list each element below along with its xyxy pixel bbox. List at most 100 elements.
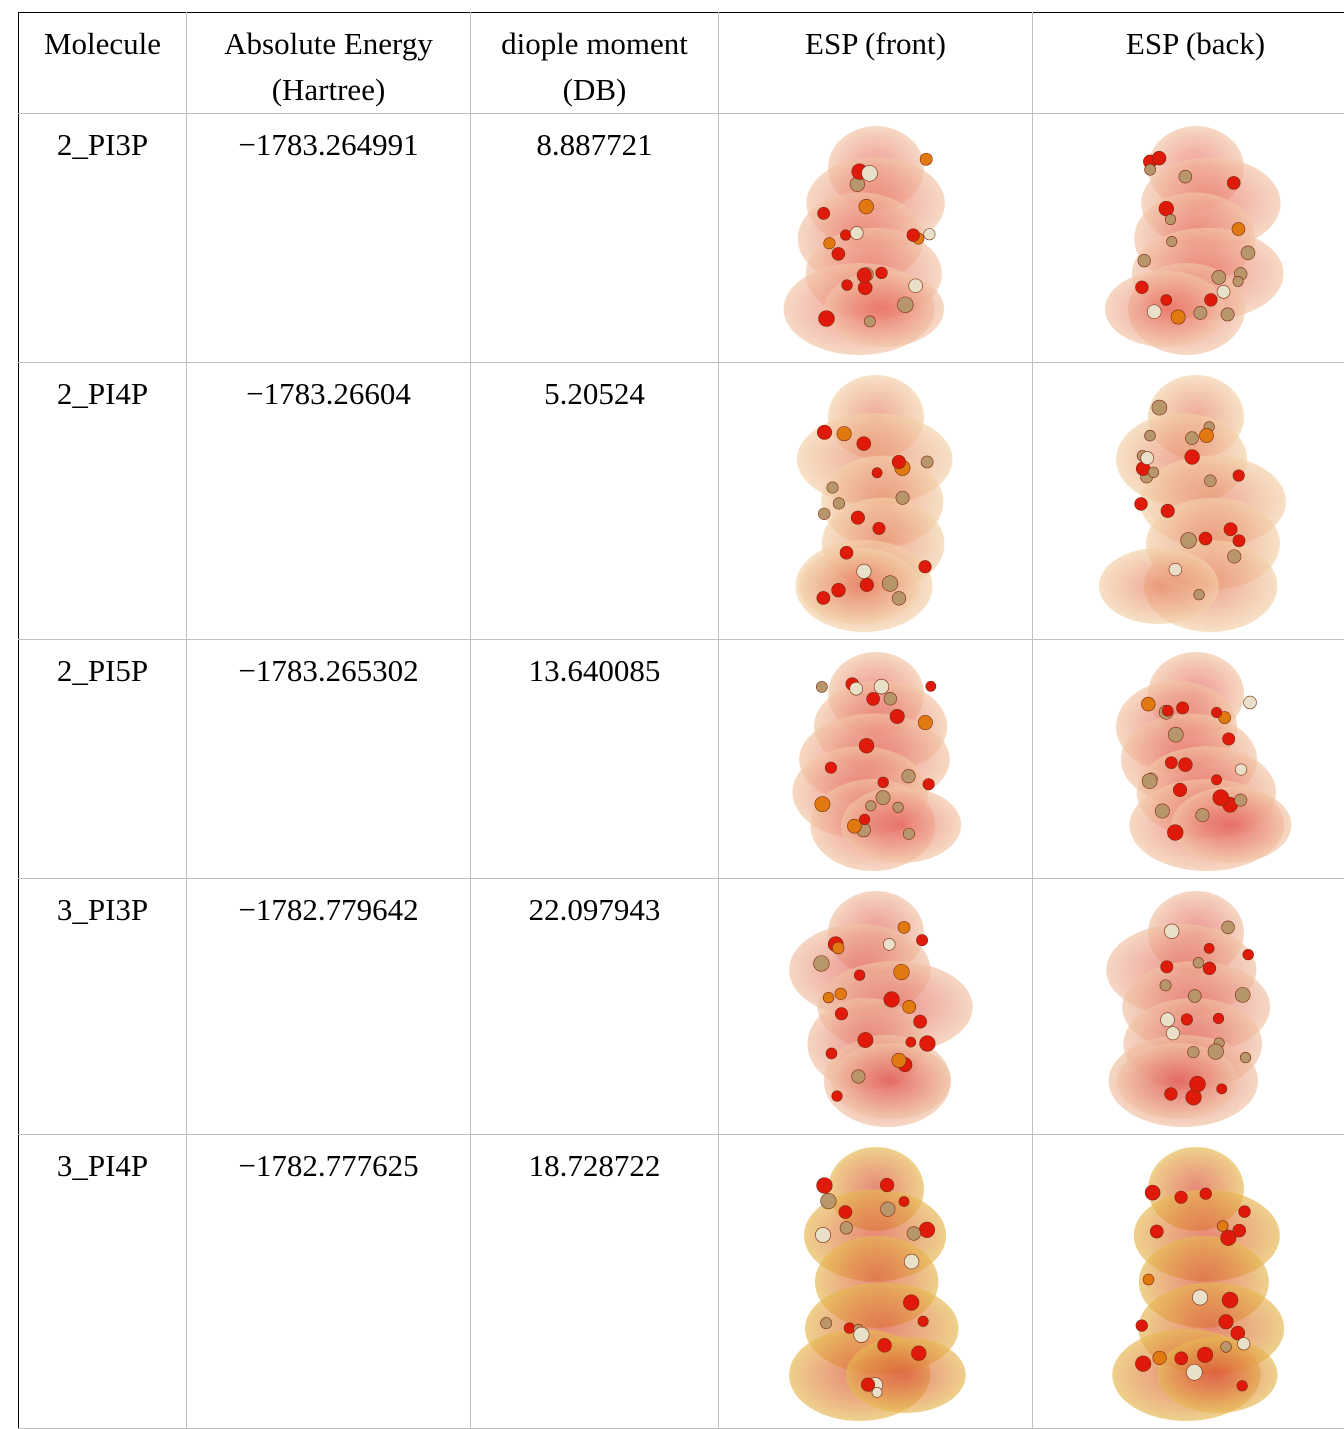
- table-cell: −1783.265302: [187, 640, 471, 879]
- atom: [1195, 809, 1208, 822]
- atom: [813, 956, 829, 972]
- atom: [904, 1254, 919, 1269]
- header-cell: Absolute Energy (Hartree): [187, 13, 471, 114]
- atom: [874, 679, 889, 694]
- atom: [1173, 783, 1186, 796]
- atom: [820, 1318, 831, 1329]
- atom: [1160, 504, 1173, 517]
- atom: [1144, 430, 1155, 441]
- atom: [831, 583, 845, 597]
- atom: [840, 546, 853, 559]
- atom: [893, 964, 909, 980]
- atom: [883, 992, 899, 1008]
- atom: [1142, 774, 1157, 789]
- esp-image: [726, 879, 1026, 1131]
- atom: [1180, 533, 1196, 549]
- atom: [1135, 1356, 1150, 1371]
- atom: [895, 491, 908, 504]
- atom: [825, 762, 836, 773]
- atom: [1231, 223, 1244, 236]
- atom: [865, 801, 875, 811]
- esp-surface: [1157, 1337, 1277, 1413]
- atom: [919, 1036, 935, 1052]
- atom: [816, 591, 829, 604]
- atom: [1235, 764, 1246, 775]
- atom: [1184, 450, 1199, 465]
- header-text: diople moment (DB): [495, 21, 695, 113]
- header-cell: Molecule: [19, 13, 187, 114]
- atom: [1237, 1338, 1249, 1350]
- atom: [902, 1000, 915, 1013]
- atom: [1223, 523, 1236, 536]
- atom: [859, 738, 874, 753]
- atom: [905, 1037, 915, 1047]
- atom: [1160, 1013, 1174, 1027]
- atom: [1208, 1044, 1223, 1059]
- atom: [1199, 428, 1213, 442]
- atom: [1235, 987, 1250, 1002]
- atom: [892, 802, 903, 813]
- atom: [1155, 804, 1169, 818]
- atom: [1178, 170, 1191, 183]
- atom: [877, 777, 888, 788]
- esp-image: [1046, 114, 1344, 359]
- atom: [880, 1178, 894, 1192]
- atom: [851, 1070, 864, 1083]
- table-cell: 5.20524: [471, 363, 719, 640]
- esp-image: [726, 1135, 1026, 1425]
- atom: [1165, 757, 1177, 769]
- atom: [1238, 1206, 1250, 1218]
- atom: [1232, 276, 1242, 286]
- table-cell: 8.887721: [471, 114, 719, 363]
- table-cell: 3_PI3P: [19, 879, 187, 1135]
- atom: [1193, 306, 1206, 319]
- atom: [1211, 270, 1225, 284]
- atom: [840, 230, 851, 241]
- atom: [1171, 310, 1185, 324]
- atom: [838, 1206, 851, 1219]
- atom: [891, 1053, 905, 1067]
- atom: [1167, 825, 1183, 841]
- atom: [872, 468, 882, 478]
- esp-surface: [1104, 271, 1224, 347]
- esp-image: [1046, 1135, 1344, 1425]
- atom: [1234, 794, 1246, 806]
- atom: [820, 1193, 836, 1209]
- atom: [1217, 285, 1230, 298]
- atom: [858, 199, 873, 214]
- header-cell: diople moment (DB): [471, 13, 719, 114]
- header-text: Absolute Energy (Hartree): [194, 21, 464, 113]
- atom: [1222, 733, 1234, 745]
- atom: [1140, 452, 1153, 465]
- atom: [1162, 705, 1173, 716]
- atom: [875, 267, 887, 279]
- atom: [1166, 1027, 1179, 1040]
- atom: [847, 819, 861, 833]
- atom: [918, 715, 932, 729]
- atom: [1141, 697, 1155, 711]
- atom: [1217, 1221, 1228, 1232]
- atom: [849, 682, 862, 695]
- atom: [1145, 1185, 1160, 1200]
- atom: [1242, 949, 1253, 960]
- atom: [1160, 295, 1171, 306]
- atom: [1176, 702, 1188, 714]
- atom: [917, 1316, 927, 1326]
- table-cell: −1783.26604: [187, 363, 471, 640]
- atom: [908, 279, 922, 293]
- atom: [1232, 535, 1244, 547]
- atom: [844, 1323, 855, 1334]
- header-cell: ESP (back): [1033, 13, 1344, 114]
- atom: [1168, 727, 1183, 742]
- atom: [853, 1327, 868, 1342]
- atom: [1159, 980, 1170, 991]
- atom: [1137, 254, 1150, 267]
- atom: [1199, 1188, 1211, 1200]
- atom: [901, 769, 915, 783]
- atom: [834, 988, 846, 1000]
- esp-image: [1046, 363, 1344, 636]
- atom: [1152, 151, 1166, 165]
- atom: [1204, 943, 1214, 953]
- table-cell: 18.728722: [471, 1135, 719, 1429]
